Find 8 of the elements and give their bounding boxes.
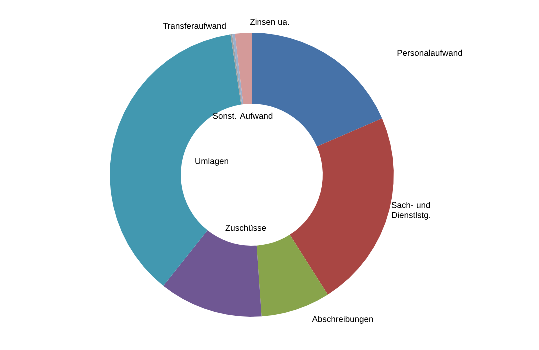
slice-label: Sonst. Aufwand (213, 112, 273, 120)
slice-label: Sach- und Dienstlstg. (392, 202, 430, 220)
slice-label: Umlagen (196, 158, 228, 166)
slice-label: Transferaufwand (163, 22, 226, 30)
slice-label: Personalaufwand (398, 50, 462, 56)
slice-label: Zuschüsse (226, 224, 266, 232)
slice-label: Zinsen ua. (250, 18, 290, 26)
slice-label: Abschreibungen (312, 316, 374, 324)
